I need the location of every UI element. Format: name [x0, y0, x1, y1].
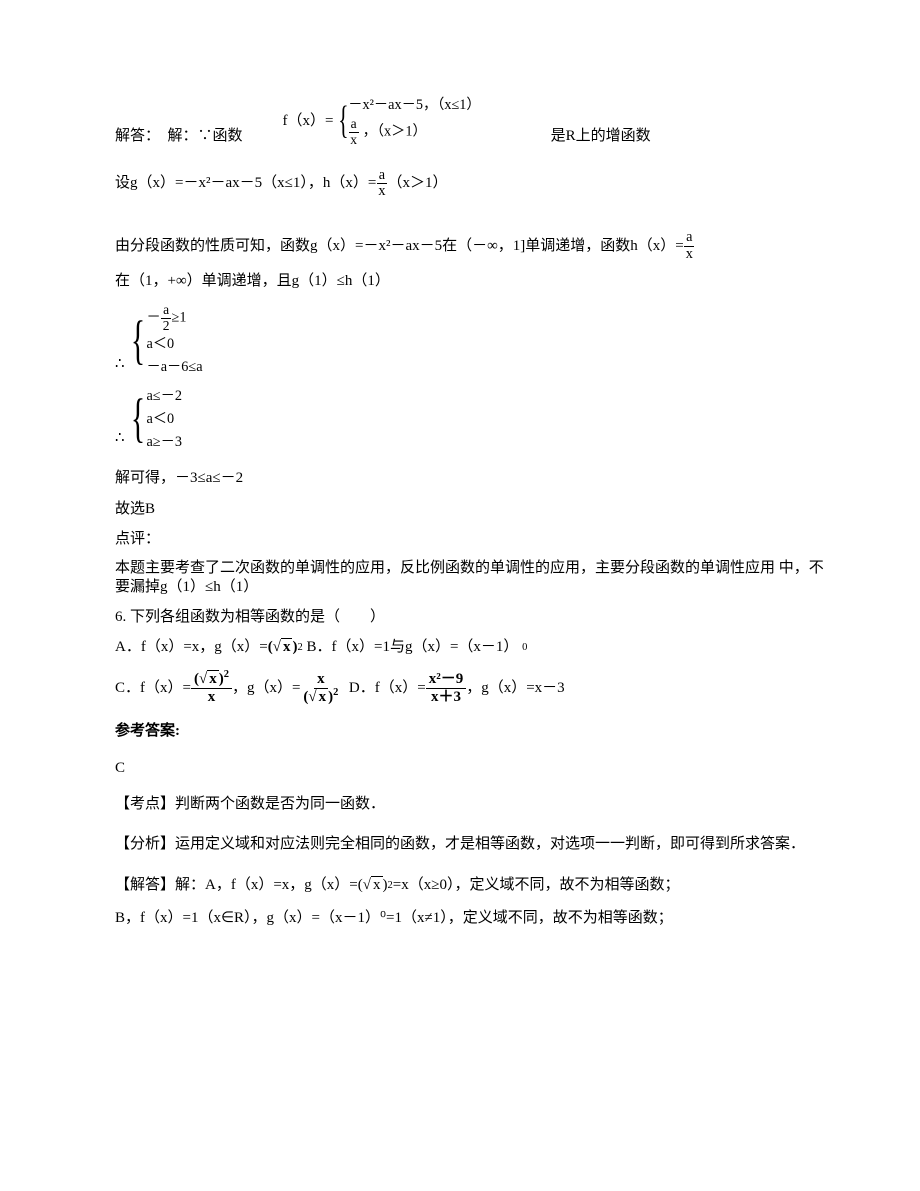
q6-A-pre: A．f（x）=x，g（x）=	[115, 636, 268, 659]
kd-text: 判断两个函数是否为同一函数．	[175, 796, 385, 812]
q6-options-cd: C．f（x）= (√x)2 x ，g（x）= x (√x)2 D．f（x）= x…	[115, 671, 825, 707]
let-frac: a x	[376, 168, 387, 200]
property-line-2: 在（1，+∞）单调递增，且g（1）≤h（1）	[115, 270, 825, 293]
sys1-row-3: －a－6≤a	[146, 356, 202, 379]
reference-answer-label: 参考答案:	[115, 720, 825, 743]
sys1-row-2: a＜0	[146, 333, 202, 356]
frac-den: x	[205, 689, 219, 706]
piecewise-brace: { －x²－ax－5，（x≤1） a x ，（x＞1）	[334, 94, 481, 148]
frac-den: 2	[161, 319, 172, 334]
pick-line: 故选B	[115, 498, 825, 521]
frac-den: x	[684, 247, 695, 263]
q6-fenxi: 【分析】运用定义域和对应法则完全相同的函数，才是相等函数，对选项一一判断，即可得…	[115, 830, 825, 859]
frac-num: a	[377, 168, 387, 185]
frac-num: a	[349, 117, 359, 133]
property-line-1: 由分段函数的性质可知，函数g（x）=－x²－ax－5在（－∞，1]单调递增，函数…	[115, 230, 825, 262]
q6-D-mid: ，g（x）=x－3	[466, 677, 564, 700]
intro-prefix: 解：∵函数	[168, 125, 243, 148]
q6-D-pre: D．f（x）=	[349, 677, 426, 700]
jd-A-expr: (√x)	[358, 874, 388, 897]
system-2-brace: { a≤－2 a＜0 a≥－3	[125, 385, 182, 453]
q6-options-ab: A．f（x）=x，g（x）= (√x)2 B．f（x）=1与g（x）=（x－1）…	[115, 636, 825, 659]
system-2: ∴ { a≤－2 a＜0 a≥－3	[115, 385, 825, 453]
frac-den: x	[348, 133, 359, 148]
label-answer: 解答：	[115, 125, 160, 148]
let-a: 设g（x）=－x²－ax－5（x≤1），h（x）=	[115, 172, 376, 195]
q6-C-f-frac: (√x)2 x	[191, 671, 232, 707]
piecewise-lead: f（x）=	[283, 110, 334, 133]
q6-kaoDian: 【考点】判断两个函数是否为同一函数．	[115, 793, 825, 816]
frac-num: x	[314, 671, 328, 689]
exp: 2	[224, 669, 229, 680]
system-1: ∴ { －a2≥1 a＜0 －a－6≤a	[115, 303, 825, 379]
sys2-row-2: a＜0	[146, 408, 182, 431]
comment-label: 点评：	[115, 528, 825, 551]
therefore-2: ∴	[115, 427, 125, 450]
prop-a: 由分段函数的性质可知，函数g（x）=－x²－ax－5在（－∞，1]单调递增，函数…	[115, 235, 684, 258]
sys1-r1-suffix: ≥1	[172, 309, 187, 325]
q6-C-mid: ，g（x）=	[232, 677, 300, 700]
system-1-brace: { －a2≥1 a＜0 －a－6≤a	[125, 303, 203, 379]
page: 解答： 解：∵函数 f（x）= { －x²－ax－5，（x≤1） a x ，（x…	[0, 0, 920, 1191]
sqrt-inner: x	[317, 688, 329, 705]
q6-C-g-frac: x (√x)2	[300, 671, 341, 707]
jd-A-pre: 解：A，f（x）=x，g（x）=	[175, 874, 358, 897]
sys1-r1-frac: a2	[161, 303, 172, 334]
solve-line: 解可得，－3≤a≤－2	[115, 467, 825, 490]
q6-jd-A: 【解答】 解：A，f（x）=x，g（x）= (√x)2 =x（x≥0），定义域不…	[115, 874, 825, 897]
kd-label: 【考点】	[115, 796, 175, 812]
exp: 2	[333, 687, 338, 698]
sqrt-inner: x	[281, 638, 293, 655]
jd-A-post: =x（x≥0），定义域不同，故不为相等函数；	[393, 874, 680, 897]
sys2-row-3: a≥－3	[146, 431, 182, 454]
sys1-r1-prefix: －	[146, 309, 160, 325]
frac-num: a	[161, 303, 171, 319]
q6-answer: C	[115, 757, 825, 780]
let-line: 设g（x）=－x²－ax－5（x≤1），h（x）= a x （x＞1）	[115, 168, 825, 200]
prop-frac: a x	[684, 230, 695, 262]
let-b: （x＞1）	[387, 172, 447, 195]
q6-jd-B: B，f（x）=1（x∈R），g（x）=（x－1）⁰=1（x≠1），定义域不同，故…	[115, 907, 825, 930]
sqrt-inner: x	[207, 670, 219, 687]
jd-label: 【解答】	[115, 874, 175, 897]
piecewise-bot: a x ，（x＞1）	[348, 117, 480, 148]
fx-text: 运用定义域和对应法则完全相同的函数，才是相等函数，对选项一一判断，即可得到所求答…	[175, 836, 805, 852]
solution-intro-row: 解答： 解：∵函数 f（x）= { －x²－ax－5，（x≤1） a x ，（x…	[115, 94, 825, 148]
piecewise-bot-tail: ，（x＞1）	[363, 123, 427, 139]
frac-num: x²－9	[426, 671, 467, 689]
piecewise-bot-frac: a x	[348, 117, 359, 148]
q6-B-pre: B．f（x）=1与g（x）=（x－1）	[306, 636, 518, 659]
frac-num: a	[684, 230, 694, 247]
intro-suffix: 是R上的增函数	[551, 125, 651, 148]
q6-stem: 6. 下列各组函数为相等函数的是（ ）	[115, 606, 825, 629]
piecewise-top: －x²－ax－5，（x≤1）	[348, 94, 480, 117]
frac-den: x＋3	[428, 689, 464, 706]
sqrt-inner: x	[371, 876, 383, 893]
fx-label: 【分析】	[115, 836, 175, 852]
sys2-row-1: a≤－2	[146, 385, 182, 408]
q6-D-frac: x²－9 x＋3	[426, 671, 467, 707]
therefore-1: ∴	[115, 353, 125, 376]
frac-den: x	[376, 184, 387, 200]
sys1-row-1: －a2≥1	[146, 303, 202, 334]
q6-C-pre: C．f（x）=	[115, 677, 191, 700]
q6-A-expr: (√x)	[268, 636, 298, 659]
comment-text: 本题主要考查了二次函数的单调性的应用，反比例函数的单调性的应用，主要分段函数的单…	[115, 559, 825, 598]
